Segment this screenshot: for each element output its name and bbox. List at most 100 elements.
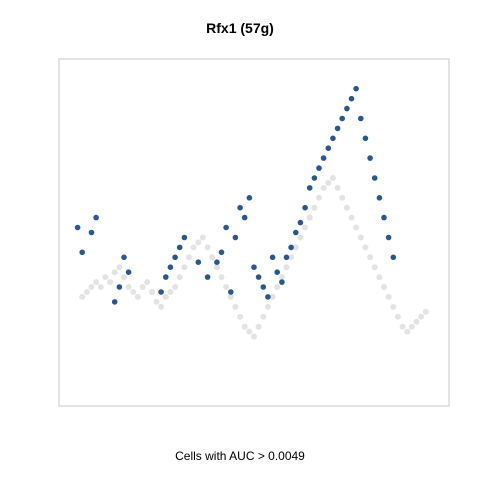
background-cell-point [306, 214, 313, 221]
background-cell-point [390, 303, 397, 310]
active-cell-point [339, 115, 346, 122]
active-cell-point [255, 274, 262, 280]
active-cell-point [232, 234, 239, 241]
background-cell-point [209, 254, 216, 261]
background-cell-point [130, 289, 137, 295]
background-cell-point [311, 204, 318, 211]
background-cell-point [121, 274, 127, 281]
background-cell-point [334, 184, 341, 191]
active-cell-point [195, 259, 202, 266]
x-axis-label: Cells with AUC > 0.0049 [175, 449, 305, 463]
background-cell-point [111, 269, 118, 276]
background-cell-point [195, 239, 202, 246]
active-cell-point [121, 254, 127, 261]
active-cell-point [297, 219, 304, 226]
active-cell-point [320, 155, 327, 161]
active-cell-point [218, 249, 225, 256]
active-cell-point [381, 214, 387, 221]
active-cell-point [172, 254, 178, 261]
active-cell-point [385, 234, 392, 241]
background-cell-point [181, 264, 188, 271]
background-cell-point [394, 313, 401, 320]
active-cell-point [260, 284, 267, 290]
active-cell-point [111, 299, 118, 305]
background-cell-point [325, 179, 332, 186]
background-cell-point [204, 244, 211, 251]
background-cell-point [102, 274, 109, 281]
background-cell-point [162, 293, 169, 300]
background-cell-point [408, 323, 415, 330]
background-cell-point [320, 184, 327, 191]
active-cell-point [228, 289, 234, 295]
background-cell-point [404, 328, 411, 335]
background-cell-point [218, 274, 225, 281]
background-cell-point [283, 264, 290, 271]
background-cell-point [302, 224, 309, 231]
background-cell-point [83, 289, 90, 295]
active-cell-point [325, 145, 332, 151]
background-cell-point [376, 274, 383, 281]
background-cell-point [297, 234, 304, 241]
active-cell-point [376, 195, 383, 201]
active-cell-point [125, 269, 132, 276]
active-cell-point [181, 234, 188, 241]
active-cell-point [293, 229, 299, 236]
background-cell-point [269, 293, 276, 300]
background-cell-point [413, 318, 420, 325]
background-cell-point [116, 264, 123, 271]
active-cell-point [204, 274, 211, 280]
background-cell-point [329, 175, 336, 181]
background-cell-point [125, 284, 132, 290]
background-cell-point [339, 194, 346, 201]
background-cell-point [264, 303, 271, 310]
background-cell-point [246, 328, 253, 335]
background-cell-point [148, 289, 155, 295]
active-cell-point [116, 284, 123, 290]
active-cell-point [330, 135, 336, 142]
active-cell-point [316, 165, 322, 171]
active-points [74, 85, 397, 305]
active-cell-point [93, 214, 99, 221]
active-cell-point [390, 254, 397, 261]
background-cell-point [227, 293, 234, 300]
active-cell-point [214, 259, 220, 266]
chart-title: Rfx1 (57g) [206, 20, 274, 36]
background-cell-point [88, 284, 95, 290]
active-cell-point [362, 135, 369, 142]
background-cell-point [260, 313, 267, 320]
active-cell-point [306, 185, 313, 191]
active-cell-point [371, 175, 378, 181]
background-cell-point [399, 323, 406, 330]
active-cell-point [302, 204, 308, 211]
background-cell-point [353, 224, 360, 231]
background-cell-point [176, 274, 183, 281]
active-cell-point [334, 125, 341, 132]
background-cell-point [232, 303, 239, 310]
background-cell-point [241, 323, 248, 330]
background-cell-point [237, 313, 244, 320]
active-cell-point [274, 269, 281, 276]
active-cell-point [288, 244, 294, 251]
background-cell-point [199, 234, 206, 241]
background-cell-point [385, 293, 392, 300]
active-cell-point [348, 95, 355, 102]
active-cell-point [163, 274, 169, 280]
active-cell-point [344, 105, 350, 112]
active-cell-point [246, 195, 253, 201]
plot-frame [58, 58, 450, 407]
background-cell-point [357, 234, 364, 241]
background-cell-point [93, 279, 100, 286]
background-cell-point [371, 264, 378, 271]
background-cell-point [223, 284, 230, 290]
background-cell-point [158, 303, 165, 310]
background-cell-point [292, 244, 299, 251]
background-cell-point [107, 279, 114, 286]
background-cell-point [79, 293, 86, 300]
background-cell-point [418, 313, 425, 320]
background-cell-point [422, 308, 429, 315]
active-cell-point [79, 249, 85, 256]
active-cell-point [269, 254, 276, 261]
background-cell-point [213, 264, 220, 271]
active-cell-point [167, 264, 174, 271]
